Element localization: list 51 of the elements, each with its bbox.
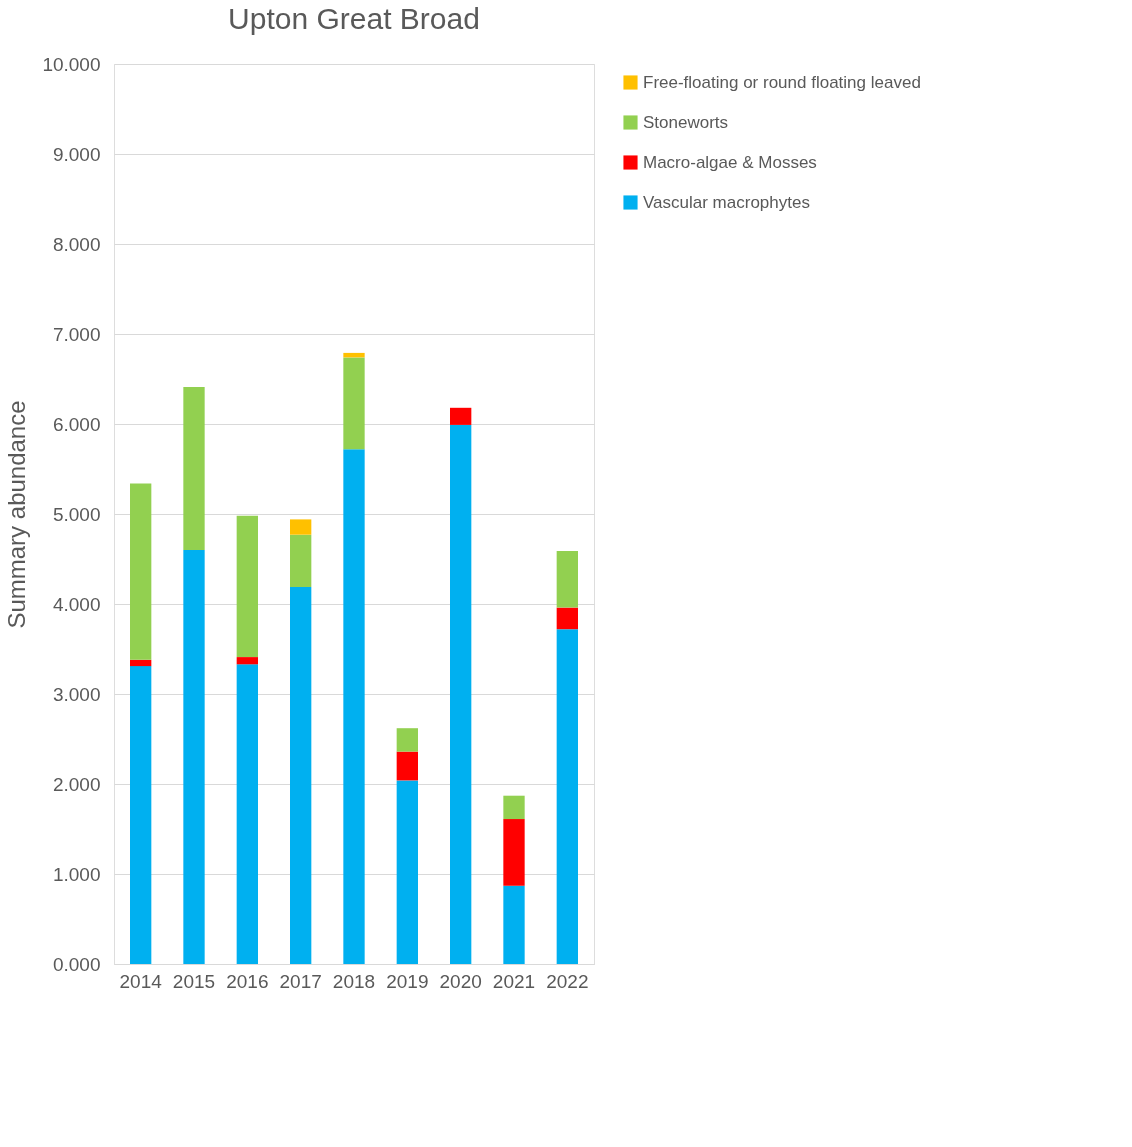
bar — [450, 424, 472, 964]
bar — [236, 515, 258, 658]
bar — [183, 387, 205, 550]
bar — [343, 449, 365, 964]
bar — [130, 666, 152, 964]
x-tick-label: 2019 — [386, 970, 429, 992]
bar — [343, 357, 365, 450]
bar — [290, 586, 312, 964]
x-tick-label: 2015 — [172, 970, 216, 992]
bar — [236, 664, 258, 964]
legend-label: Macro-algae & Mosses — [643, 152, 817, 172]
bar — [396, 751, 418, 781]
bar — [556, 550, 578, 608]
y-tick-label: 7.000 — [52, 323, 101, 345]
bar — [396, 728, 418, 752]
x-tick-label: 2022 — [546, 970, 589, 992]
bar — [290, 519, 312, 535]
bar — [503, 885, 525, 964]
x-tick-label: 2020 — [439, 970, 482, 992]
y-tick-label: 4.000 — [52, 593, 101, 615]
legend-label: Stoneworts — [643, 112, 729, 132]
y-tick-label: 10.000 — [42, 53, 101, 75]
y-tick-label: 5.000 — [52, 503, 101, 525]
y-tick-label: 3.000 — [52, 683, 101, 705]
bar — [503, 795, 525, 820]
y-axis-title: Summary abundance — [3, 400, 31, 629]
legend-label: Vascular macrophytes — [643, 192, 810, 212]
bar — [130, 483, 152, 660]
x-tick-label: 2017 — [279, 970, 322, 992]
y-tick-label: 0.000 — [52, 953, 101, 975]
chart-title: Upton Great Broad — [228, 2, 480, 35]
bar — [450, 407, 472, 425]
bar — [183, 550, 205, 964]
bar — [130, 659, 152, 667]
y-tick-label: 1.000 — [52, 863, 101, 885]
y-tick-label: 8.000 — [52, 233, 101, 255]
y-tick-label: 9.000 — [52, 143, 101, 165]
x-tick-label: 2014 — [119, 970, 163, 992]
bar — [556, 629, 578, 964]
x-tick-label: 2016 — [226, 970, 269, 992]
bar — [290, 534, 312, 587]
bar — [556, 607, 578, 630]
legend-label: Free-floating or round floating leaved — [643, 72, 921, 92]
bar — [396, 780, 418, 964]
x-tick-label: 2021 — [492, 970, 536, 992]
bar — [343, 352, 365, 358]
bar — [503, 819, 525, 886]
bar — [236, 657, 258, 665]
x-tick-label: 2018 — [332, 970, 376, 992]
y-tick-label: 2.000 — [52, 773, 101, 795]
y-tick-label: 6.000 — [52, 413, 101, 435]
